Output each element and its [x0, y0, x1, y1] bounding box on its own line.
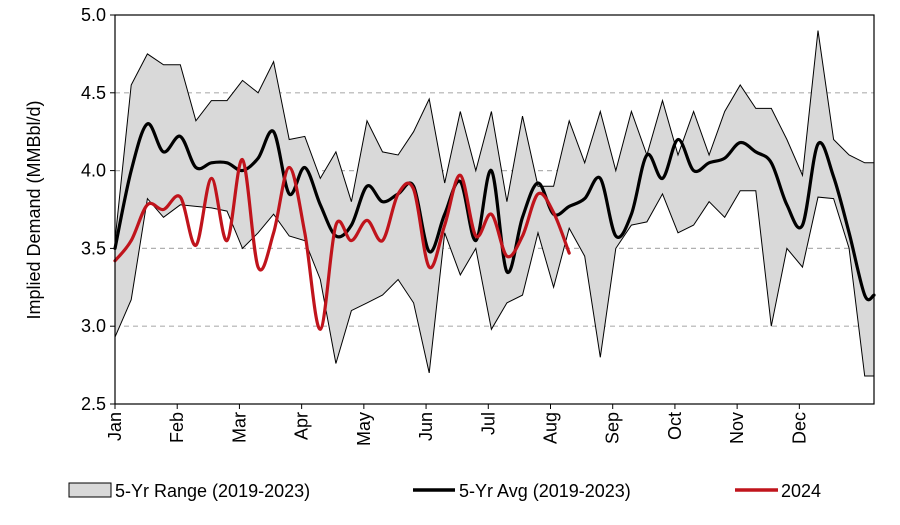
- legend-label-2024: 2024: [781, 481, 821, 501]
- range-low-edge: [114, 190, 874, 377]
- x-tick-label: Jan: [105, 412, 125, 441]
- legend-swatch-range: [68, 482, 112, 498]
- range-band: [114, 30, 874, 377]
- y-axis-label: Implied Demand (MMBbl/d): [24, 100, 44, 319]
- plot-frame: [114, 14, 875, 405]
- legend-label-avg: 5-Yr Avg (2019-2023): [459, 481, 631, 501]
- y-axis-ticks: 2.5 3.0 3.5 4.0 4.5 5.0: [81, 5, 115, 414]
- y-tick-label: 3.5: [81, 238, 106, 258]
- x-tick-label: Jun: [416, 412, 436, 441]
- x-tick-label: Nov: [727, 412, 747, 444]
- y-tick-label: 2.5: [81, 394, 106, 414]
- series-2024-line: [113, 158, 571, 331]
- y-tick-label: 3.0: [81, 316, 106, 336]
- x-tick-label: Dec: [789, 412, 809, 444]
- x-tick-label: Mar: [229, 412, 249, 443]
- legend: 5-Yr Range (2019-2023) 5-Yr Avg (2019-20…: [68, 481, 821, 501]
- x-tick-label: Feb: [167, 412, 187, 443]
- x-tick-label: May: [354, 412, 374, 446]
- x-tick-label: Oct: [665, 412, 685, 440]
- range-high-edge: [114, 30, 874, 241]
- series-lines: [113, 122, 876, 331]
- x-tick-label: Sep: [603, 412, 623, 444]
- y-tick-label: 4.0: [81, 161, 106, 181]
- range-fill: [115, 30, 874, 376]
- y-tick-label: 4.5: [81, 83, 106, 103]
- x-axis-ticks: Jan Feb Mar Apr May Jun Jul Aug Sep Oct Nov Dec: [105, 404, 809, 446]
- x-tick-label: Apr: [292, 412, 312, 440]
- legend-label-range: 5-Yr Range (2019-2023): [115, 481, 310, 501]
- x-tick-label: Jul: [478, 412, 498, 435]
- x-tick-label: Aug: [540, 412, 560, 444]
- y-tick-label: 5.0: [81, 5, 106, 25]
